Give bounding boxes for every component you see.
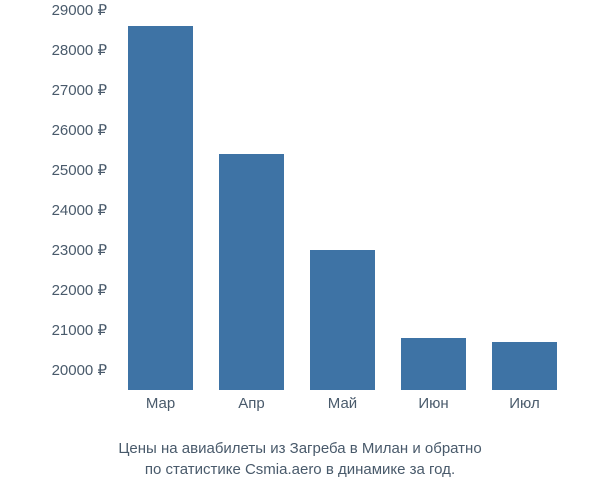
x-tick-label: Апр: [238, 395, 264, 412]
x-tick-label: Июн: [418, 395, 448, 412]
bar: [310, 250, 376, 390]
x-tick-label: Мар: [146, 395, 175, 412]
y-tick-label: 21000 ₽: [52, 321, 107, 339]
y-axis: 20000 ₽ 21000 ₽ 22000 ₽ 23000 ₽ 24000 ₽ 25000…: [20, 10, 115, 390]
y-tick-label: 25000 ₽: [52, 161, 107, 179]
x-tick-label: Июл: [509, 395, 539, 412]
y-tick-label: 24000 ₽: [52, 201, 107, 219]
y-tick-label: 26000 ₽: [52, 121, 107, 139]
plot-area: [115, 10, 570, 390]
bar: [128, 26, 194, 390]
caption-line-2: по статистике Csmia.aero в динамике за г…: [0, 459, 600, 480]
bar: [401, 338, 467, 390]
price-chart: 20000 ₽ 21000 ₽ 22000 ₽ 23000 ₽ 24000 ₽ 25000…: [20, 10, 580, 430]
y-tick-label: 22000 ₽: [52, 281, 107, 299]
chart-caption: Цены на авиабилеты из Загреба в Милан и …: [0, 438, 600, 480]
bar: [492, 342, 558, 390]
y-tick-label: 23000 ₽: [52, 241, 107, 259]
y-tick-label: 27000 ₽: [52, 81, 107, 99]
y-tick-label: 20000 ₽: [52, 361, 107, 379]
y-tick-label: 29000 ₽: [52, 1, 107, 19]
x-tick-label: Май: [328, 395, 357, 412]
y-tick-label: 28000 ₽: [52, 41, 107, 59]
x-axis: Мар Апр Май Июн Июл: [115, 395, 570, 425]
bar: [219, 154, 285, 390]
caption-line-1: Цены на авиабилеты из Загреба в Милан и …: [0, 438, 600, 459]
